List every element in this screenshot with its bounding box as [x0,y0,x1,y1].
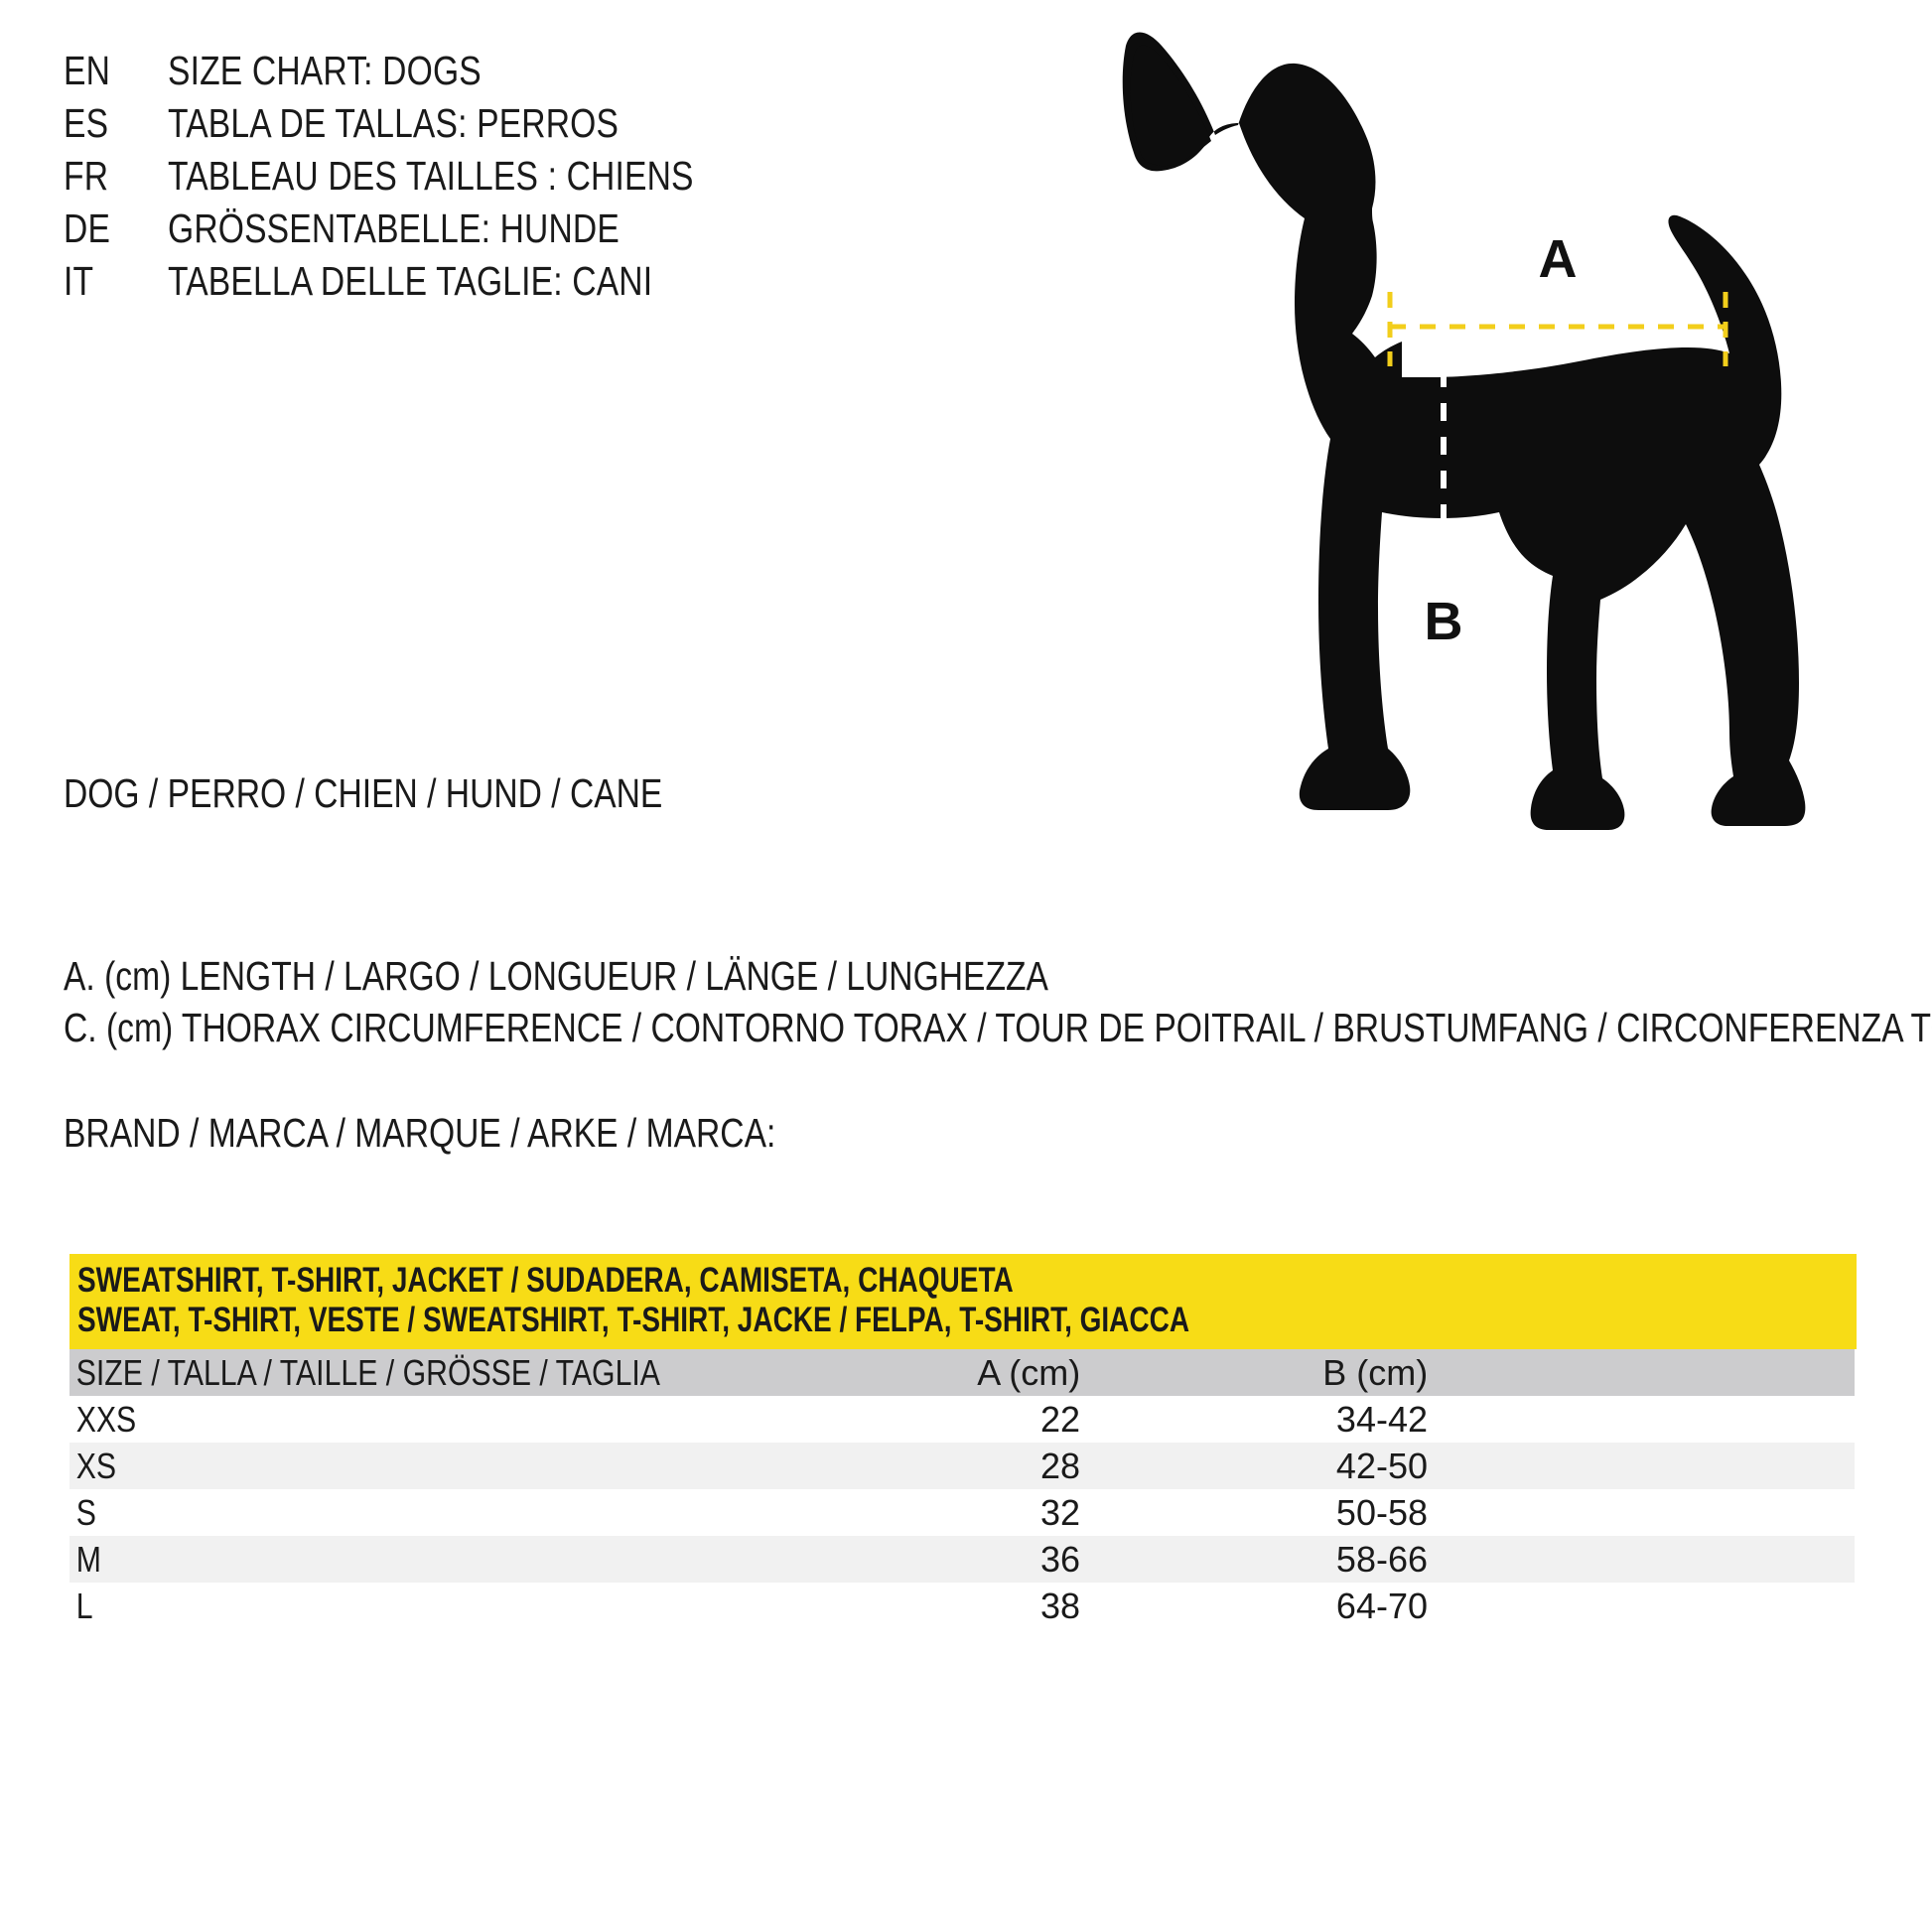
cell-a: 38 [1039,1585,1080,1626]
table-banner-line-2: SWEAT, T-SHIRT, VESTE / SWEATSHIRT, T-SH… [77,1301,1190,1339]
cell-b: 42-50 [1335,1445,1428,1486]
cell-size: S [75,1491,96,1533]
language-title-block: EN SIZE CHART: DOGS ES TABLA DE TALLAS: … [64,48,1056,311]
cell-size: XS [75,1445,117,1486]
cell-b: 64-70 [1335,1585,1428,1626]
language-row-en: EN SIZE CHART: DOGS [64,48,1056,100]
table-banner: SWEATSHIRT, T-SHIRT, JACKET / SUDADERA, … [69,1254,1857,1349]
cell-size: L [75,1585,93,1626]
column-header-size: SIZE / TALLA / TAILLE / GRÖSSE / TAGLIA [75,1351,660,1393]
measurement-legend-a: A. (cm) LENGTH / LARGO / LONGUEUR / LÄNG… [64,953,1048,999]
size-table: SWEATSHIRT, T-SHIRT, JACKET / SUDADERA, … [69,1254,1857,1629]
cell-a: 28 [1039,1445,1080,1486]
cell-size: XXS [75,1398,137,1440]
language-row-it: IT TABELLA DELLE TAGLIE: CANI [64,258,1056,311]
language-code-es: ES [64,100,109,146]
cell-size: M [75,1538,101,1580]
dog-subject-caption: DOG / PERRO / CHIEN / HUND / CANE [64,770,663,816]
cell-b: 50-58 [1335,1491,1428,1533]
cell-b: 34-42 [1335,1398,1428,1440]
cell-b: 58-66 [1335,1538,1428,1580]
measurement-line-a [1387,292,1728,366]
language-title-en: SIZE CHART: DOGS [168,48,482,93]
table-row: L 38 64-70 [69,1583,1855,1629]
measurement-legend-c: C. (cm) THORAX CIRCUMFERENCE / CONTORNO … [64,1005,1932,1050]
table-row: S 32 50-58 [69,1489,1855,1536]
language-row-fr: FR TABLEAU DES TAILLES : CHIENS [64,153,1056,206]
language-title-it: TABELLA DELLE TAGLIE: CANI [168,258,653,304]
cell-a: 36 [1039,1538,1080,1580]
label-a: A [1539,229,1578,289]
language-title-es: TABLA DE TALLAS: PERROS [168,100,620,146]
dog-muzzle-notch [1140,182,1181,219]
language-code-it: IT [64,258,94,304]
table-row: M 36 58-66 [69,1536,1855,1583]
language-code-en: EN [64,48,111,93]
dog-silhouette-icon [1122,32,1806,830]
brand-label: BRAND / MARCA / MARQUE / ARKE / MARCA: [64,1110,776,1156]
cell-a: 22 [1039,1398,1080,1440]
language-row-de: DE GRÖSSENTABELLE: HUNDE [64,206,1056,258]
cell-a: 32 [1039,1491,1080,1533]
language-title-fr: TABLEAU DES TAILLES : CHIENS [168,153,694,199]
column-header-a: A (cm) [977,1351,1081,1393]
language-code-de: DE [64,206,111,251]
label-b: B [1425,592,1463,651]
dog-measurement-diagram: A B [1112,24,1932,858]
language-row-es: ES TABLA DE TALLAS: PERROS [64,100,1056,153]
column-header-b: B (cm) [1322,1351,1429,1393]
table-row: XXS 22 34-42 [69,1396,1855,1443]
table-banner-line-1: SWEATSHIRT, T-SHIRT, JACKET / SUDADERA, … [77,1261,1014,1300]
language-title-de: GRÖSSENTABELLE: HUNDE [168,206,620,251]
language-code-fr: FR [64,153,109,199]
table-row: XS 28 42-50 [69,1443,1855,1489]
table-header-row: SIZE / TALLA / TAILLE / GRÖSSE / TAGLIA … [69,1349,1855,1396]
